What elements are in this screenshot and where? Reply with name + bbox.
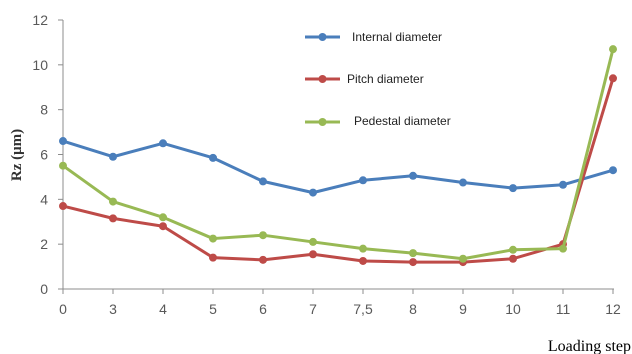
x-axis-label: Loading step [548, 338, 631, 354]
x-tick-label: 8 [409, 301, 417, 317]
data-point [259, 177, 267, 186]
data-point [159, 213, 167, 222]
x-tick-label: 4 [159, 301, 167, 317]
x-tick-label: 3 [109, 301, 117, 317]
data-point [609, 45, 617, 54]
data-point [109, 152, 117, 161]
x-tick-label: 5 [209, 301, 217, 317]
series-lines [59, 45, 617, 267]
legend-item: Pedestal diameter [305, 114, 451, 128]
data-point [309, 237, 317, 246]
data-point [159, 222, 167, 231]
data-point [259, 231, 267, 240]
data-point [559, 244, 567, 253]
data-point [309, 250, 317, 259]
data-point [59, 161, 67, 170]
series-pedestal-diameter [59, 45, 617, 263]
data-point [209, 234, 217, 243]
legend-swatch-marker [318, 33, 327, 41]
x-tick-label: 10 [505, 301, 521, 317]
data-point [409, 171, 417, 180]
data-point [359, 176, 367, 185]
x-tick-labels: 0 3 4 5 6 7 7,5 8 9 10 11 12 [59, 289, 621, 317]
y-tick-label: 8 [40, 102, 48, 118]
legend-label: Pedestal diameter [354, 114, 451, 128]
data-point [59, 202, 67, 211]
data-point [159, 139, 167, 148]
y-tick-label: 10 [32, 57, 48, 73]
legend-label: Pitch diameter [347, 72, 424, 86]
data-point [109, 214, 117, 223]
data-point [209, 153, 217, 162]
data-point [359, 256, 367, 265]
y-tick-label: 0 [40, 281, 48, 297]
x-tick-label: 0 [59, 301, 67, 317]
data-point [209, 253, 217, 262]
x-tick-label: 11 [556, 301, 571, 317]
data-point [59, 137, 67, 146]
data-point [509, 245, 517, 254]
legend-swatch-marker [318, 118, 327, 126]
data-point [409, 249, 417, 258]
data-point [509, 184, 517, 193]
legend-item: Pitch diameter [305, 72, 424, 86]
series-pitch-diameter [59, 74, 617, 267]
data-point [409, 258, 417, 267]
x-tick-label: 6 [259, 301, 267, 317]
data-point [109, 197, 117, 206]
y-tick-label: 2 [40, 236, 48, 252]
series-line [62, 139, 614, 195]
y-tick-label: 12 [32, 12, 48, 28]
series-line [62, 77, 615, 264]
data-point [609, 166, 617, 175]
y-tick-label: 6 [40, 147, 48, 163]
y-axis-label: Rz (μm) [9, 129, 25, 181]
series-internal-diameter [59, 137, 617, 197]
x-tick-label: 7,5 [353, 301, 373, 317]
series-line [62, 48, 615, 261]
data-point [459, 254, 467, 263]
data-point [559, 180, 567, 189]
y-tick-label: 4 [40, 191, 48, 207]
legend-item: Internal diameter [305, 30, 442, 44]
data-point [509, 254, 517, 263]
x-tick-label: 12 [605, 301, 621, 317]
legend-swatch-marker [318, 75, 327, 83]
legend-label: Internal diameter [352, 30, 442, 44]
data-point [609, 74, 617, 83]
x-tick-label: 9 [459, 301, 467, 317]
data-point [259, 255, 267, 264]
data-point [359, 244, 367, 253]
data-point [459, 178, 467, 187]
legend: Internal diameter Pitch diameter Pedestal … [305, 30, 451, 128]
x-tick-label: 7 [309, 301, 317, 317]
data-point [309, 188, 317, 197]
y-tick-labels: 0 2 4 6 8 10 12 [32, 12, 63, 297]
